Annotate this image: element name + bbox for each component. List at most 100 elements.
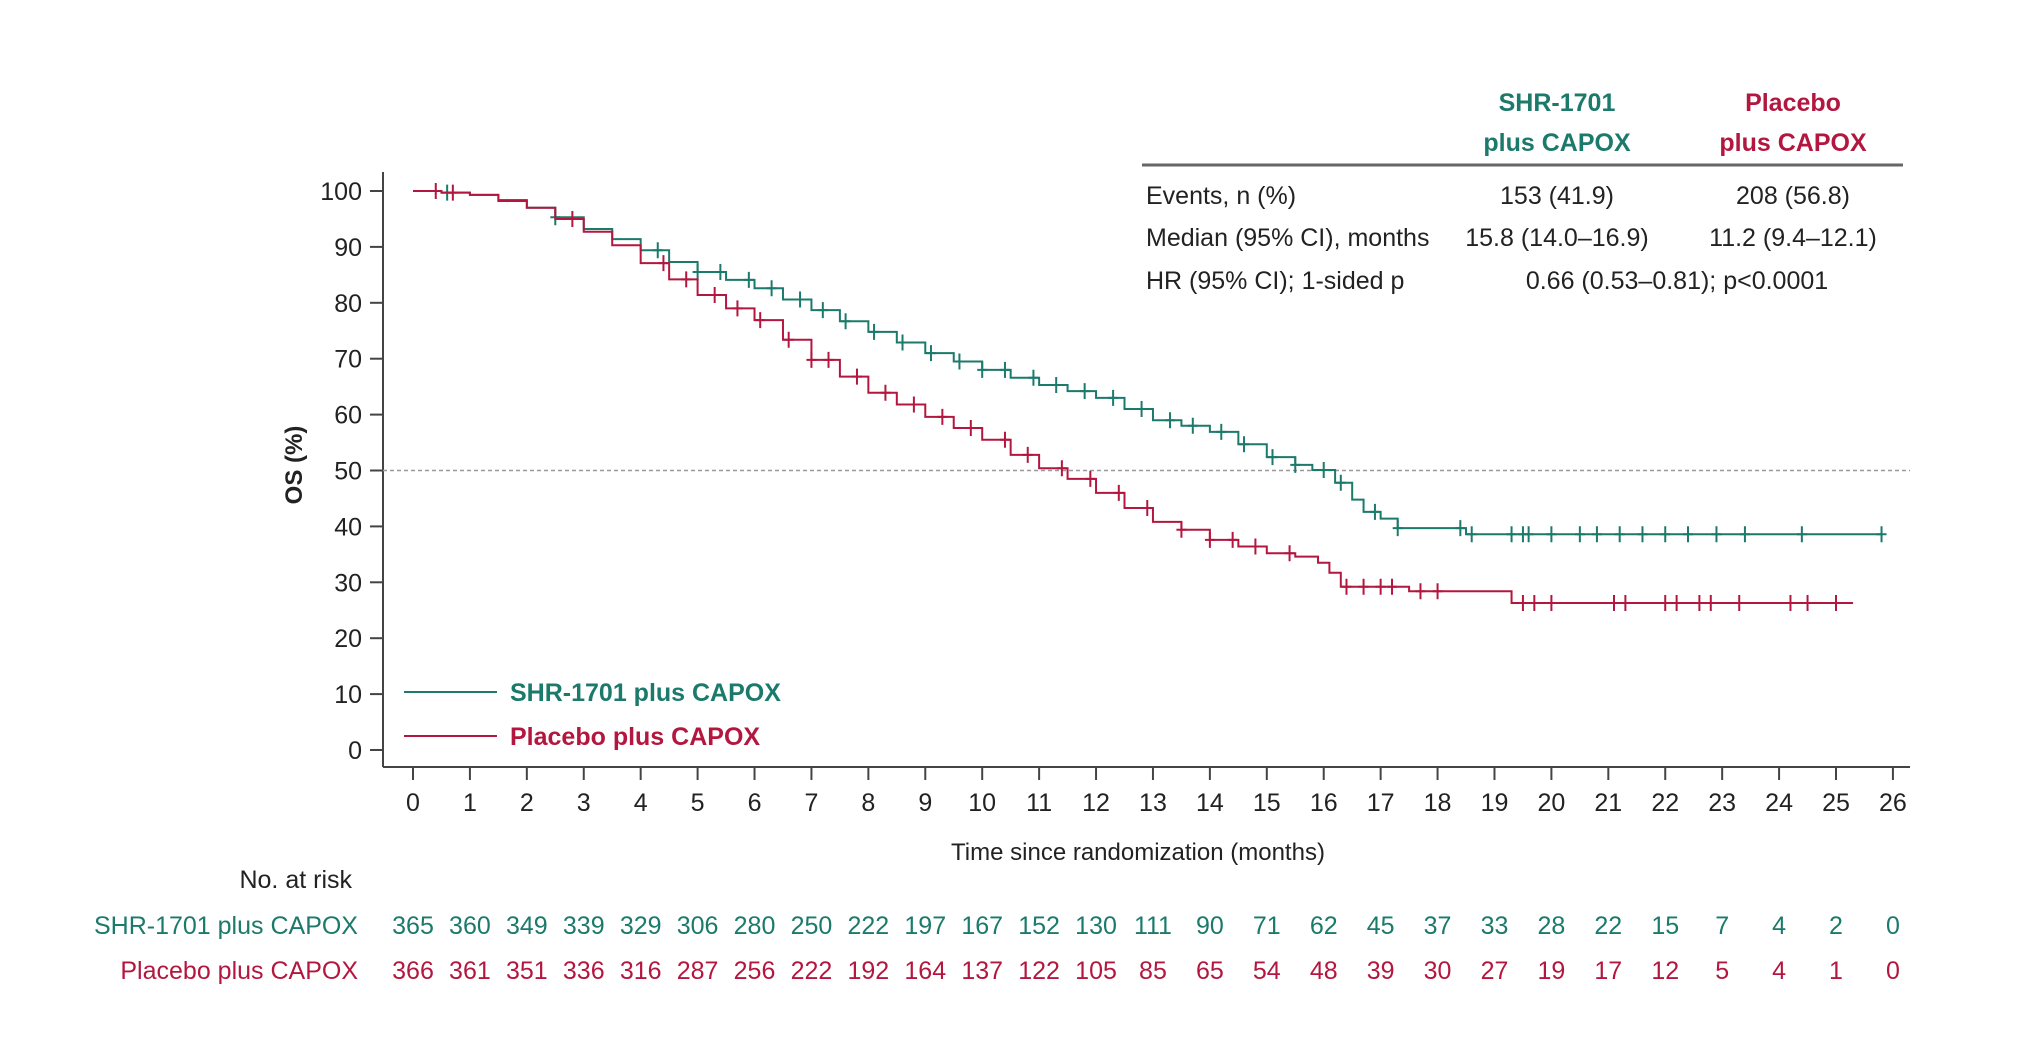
censor-mark [840,313,851,330]
x-tick-label: 14 [1196,789,1224,817]
risk-value: 316 [620,957,662,985]
risk-value: 256 [734,957,776,985]
censor-mark [1375,578,1386,595]
censor-mark [1022,446,1033,463]
censor-mark [1660,594,1671,611]
risk-value: 336 [563,957,605,985]
x-tick-label: 5 [691,789,705,817]
censor-mark [823,351,834,368]
risk-value: 90 [1196,912,1224,940]
y-tick-label: 20 [334,625,362,653]
censor-mark [1506,526,1517,543]
x-ticks: 0 1 2 3 4 5 6 7 8 9 10 11 12 13 14 15 16 17 18 19 20 21 22 23 24… [406,767,1907,817]
risk-value: 111 [1134,912,1172,940]
censor-mark [1113,484,1124,501]
censor-mark [1546,594,1557,611]
x-tick-label: 9 [918,789,932,817]
risk-value: 167 [961,912,1003,940]
risk-value: 222 [791,957,833,985]
censor-mark [1739,526,1750,543]
risk-value: 105 [1075,957,1117,985]
risk-value: 351 [506,957,548,985]
censor-mark [1734,594,1745,611]
risk-value: 287 [677,957,719,985]
stats-row-label: Events, n (%) [1146,182,1296,210]
stats-header-shr-line1: SHR-1701 [1499,89,1616,117]
x-tick-label: 19 [1481,789,1509,817]
censor-mark [1142,499,1153,516]
censor-mark [1028,369,1039,386]
stats-cell: 208 (56.8) [1736,182,1850,210]
censor-mark [977,361,988,378]
censor-mark [1358,578,1369,595]
censor-mark [692,264,703,281]
censor-mark [937,408,948,425]
risk-table-title: No. at risk [239,866,352,894]
y-tick-label: 100 [320,178,362,206]
x-axis-title: Time since randomization (months) [951,839,1325,866]
censor-mark [430,183,441,199]
censor-mark [1051,376,1062,393]
x-tick-label: 22 [1651,789,1679,817]
risk-value: 1 [1829,957,1843,985]
stats-cell-hr: 0.66 (0.53–0.81); p<0.0001 [1526,267,1828,295]
censor-mark [1415,583,1426,600]
risk-value: 22 [1594,912,1622,940]
risk-value: 250 [791,912,833,940]
censor-mark [806,351,817,368]
x-tick-label: 24 [1765,789,1793,817]
curve-placebo [413,190,1854,604]
censor-mark [447,184,458,201]
censor-mark [1056,460,1067,477]
risk-value: 39 [1367,957,1395,985]
risk-value: 4 [1772,957,1786,985]
legend-label-shr: SHR-1701 plus CAPOX [510,679,781,707]
risk-value: 0 [1886,957,1900,985]
risk-value: 137 [961,957,1003,985]
risk-value: 2 [1829,912,1843,940]
y-axis-title: OS (%) [281,426,308,505]
risk-value: 12 [1651,957,1679,985]
censor-mark [715,264,726,281]
y-tick-label: 40 [334,513,362,541]
censor-mark [1176,521,1187,538]
stats-cell: 153 (41.9) [1500,182,1614,210]
censor-mark [1831,594,1841,611]
risk-value: 45 [1367,912,1395,940]
censor-mark [709,286,720,303]
risk-value: 37 [1424,912,1452,940]
censor-mark [1671,594,1682,611]
stats-header-placebo-line2: plus CAPOX [1719,129,1867,157]
censor-mark [869,323,880,340]
x-tick-label: 1 [463,789,477,817]
x-tick-label: 26 [1879,789,1907,817]
axes [382,172,1910,768]
censor-mark [1108,389,1119,406]
censor-mark [965,420,976,437]
x-tick-label: 6 [748,789,762,817]
risk-value: 5 [1715,957,1729,985]
censor-mark [743,271,754,288]
censor-mark [652,242,663,259]
y-tick-label: 80 [334,290,362,318]
censor-mark [925,345,936,362]
censor-mark [1591,526,1602,543]
risk-value: 28 [1537,912,1565,940]
risk-value: 339 [563,912,605,940]
censor-mark [1785,594,1796,611]
censor-mark [1290,456,1301,473]
x-tick-label: 7 [804,789,818,817]
risk-value: 329 [620,912,662,940]
censor-mark [755,312,766,329]
risk-value: 130 [1075,912,1117,940]
risk-value: 30 [1424,957,1452,985]
censor-mark [1335,474,1346,491]
x-tick-label: 8 [861,789,875,817]
stats-row-label: HR (95% CI); 1-sided p [1146,267,1404,295]
risk-value: 19 [1537,957,1565,985]
risk-value: 197 [904,912,946,940]
censor-mark [1387,578,1398,595]
censor-mark [1455,520,1466,537]
x-tick-label: 21 [1594,789,1622,817]
